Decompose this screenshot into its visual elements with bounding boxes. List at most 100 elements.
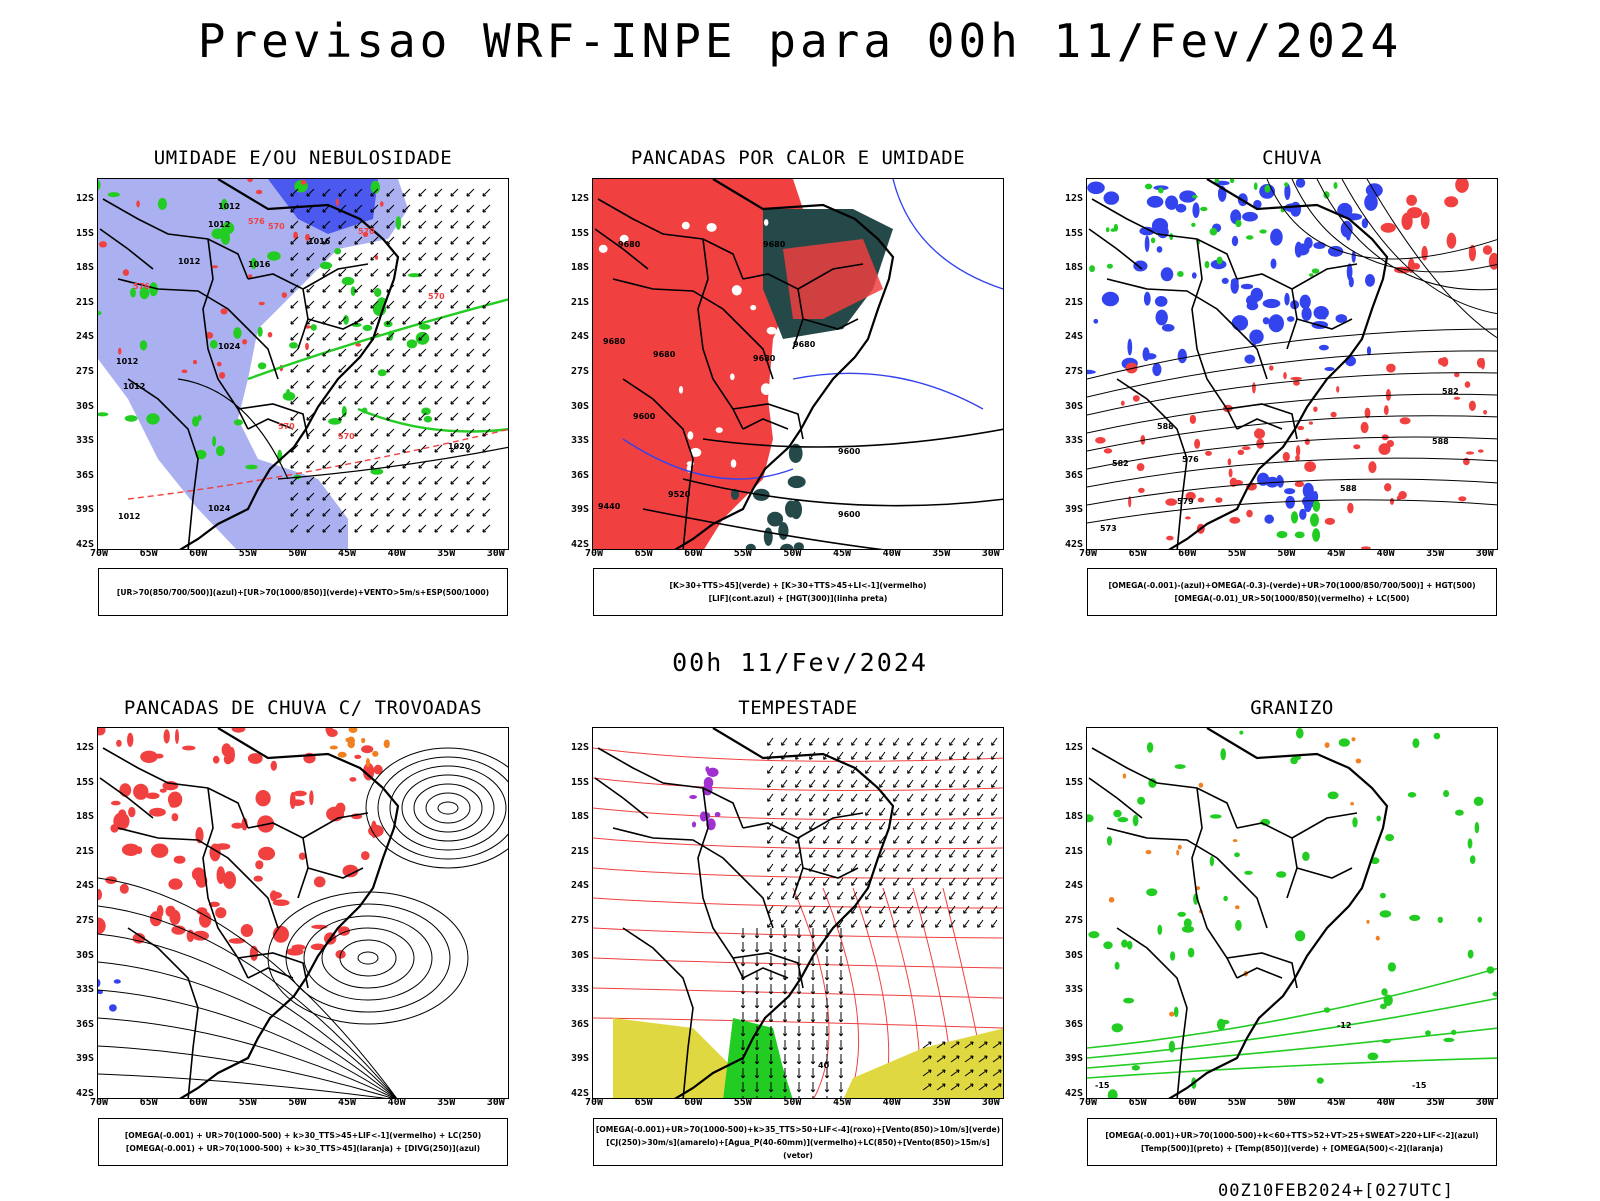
lat-label: 21S: [1064, 296, 1083, 308]
geopotential-contour: [1087, 436, 1497, 470]
lat-label: 39S: [1064, 504, 1083, 516]
legend-chuva: [OMEGA(-0.001)-(azul)+OMEGA(-0.3)-(verde…: [1087, 568, 1497, 616]
streamline-cyclone: [357, 951, 379, 965]
contour-label: 576: [133, 282, 150, 291]
lat-label: 27S: [570, 366, 589, 377]
border-line: [302, 263, 369, 290]
border-line: [597, 747, 744, 829]
lon-label: 40W: [387, 1097, 406, 1108]
legend-line: [OMEGA(-0.001) + UR>70(1000-500) + k>30_…: [124, 1131, 482, 1140]
border-line: [612, 278, 774, 380]
convection-red-area: [98, 728, 384, 961]
map-umidade: 1012 1012 1012 1016 1016 1020 1024 1024 1012 1012…: [97, 178, 509, 550]
streamline-cyclone: [321, 927, 415, 989]
wind-vectors: [290, 188, 491, 533]
lat-label: 15S: [75, 227, 94, 239]
lon-label: 30W: [1475, 548, 1494, 559]
border-line: [1226, 403, 1298, 440]
coastline: [1168, 179, 1389, 549]
lat-label: 27S: [570, 915, 589, 926]
border-line: [1236, 967, 1283, 979]
border-line: [1116, 378, 1188, 549]
lat-label: 21S: [570, 296, 589, 308]
border-line: [237, 952, 309, 989]
legend-granizo: [OMEGA(-0.001)+UR>70(1000-500)+k<60+TTS>…: [1087, 1118, 1497, 1166]
lat-label: 24S: [1064, 331, 1083, 343]
panel-title-umidade: UMIDADE E/OU NEBULOSIDADE: [153, 147, 453, 169]
lat-label: 33S: [1064, 435, 1083, 447]
map-pancadas-trovoadas: [97, 727, 509, 1099]
map-canvas-chuva: 588 582 579 576 573 588 582 588: [1087, 179, 1497, 549]
geopotential-contour: [702, 428, 1003, 448]
geopotential-contour: [1087, 478, 1497, 506]
contour-label: 1016: [308, 237, 331, 246]
precipitable-water-contour: [792, 887, 830, 1098]
panel-title-tempestade: TEMPESTADE: [738, 697, 858, 719]
streamline-anticyclone: [425, 792, 471, 824]
contour-label: 9600: [838, 447, 861, 456]
lon-label: 60W: [1178, 1097, 1197, 1108]
lat-label: 27S: [1064, 915, 1083, 926]
border-line: [1291, 263, 1358, 290]
lat-label: 30S: [570, 400, 589, 412]
geopotential-contour: [1341, 179, 1497, 315]
streamline: [98, 989, 396, 1098]
precipitable-water-contour: [593, 897, 1003, 909]
lat-label: 36S: [75, 1018, 94, 1030]
map-canvas-tempestade: 40: [593, 728, 1003, 1098]
map-canvas-pancadas-trovoadas: [98, 728, 508, 1098]
lat-label: 18S: [75, 262, 94, 274]
lon-label: 35W: [437, 548, 456, 559]
lat-label: 33S: [570, 435, 589, 447]
map-canvas-granizo: -15 -12 -15: [1087, 728, 1497, 1098]
lat-label: 36S: [1064, 1018, 1083, 1030]
map-canvas-pancadas-calor: 9680 9680 9680 9680 9680 9600 9600 9680 9600 9520…: [593, 179, 1003, 549]
streamline-anticyclone: [401, 774, 495, 842]
lon-label: 65W: [634, 548, 653, 559]
lon-label: 50W: [288, 548, 307, 559]
streamline-anticyclone: [377, 756, 508, 860]
geopotential-contour: [1087, 393, 1497, 434]
panel-title-chuva: CHUVA: [1262, 147, 1322, 169]
legend-line: [UR>70(850/700/500)](azul)+[UR>70(1000/8…: [116, 587, 490, 597]
contour-label: 588: [1157, 422, 1174, 431]
contour-label: 9680: [753, 354, 776, 363]
lon-label: 65W: [139, 1097, 158, 1108]
geopotential-contour: [1316, 179, 1497, 291]
contour-label: 9520: [668, 490, 691, 499]
geopotential-contour: [1087, 350, 1497, 398]
contour-label: 573: [1100, 524, 1117, 533]
lat-label: 18S: [570, 811, 589, 823]
contour-label: 9680: [653, 350, 676, 359]
legend-line: [K>30+TTS>45](verde) + [K>30+TTS>45+LI<-…: [669, 581, 927, 590]
legend-line: [OMEGA(-0.001) + UR>70(1000-500) + k>30_…: [125, 1144, 481, 1153]
border-line: [117, 278, 279, 380]
lat-label: 36S: [570, 469, 589, 481]
border-line: [732, 403, 804, 440]
lon-label: 30W: [981, 1097, 1000, 1108]
lat-label: 24S: [75, 880, 94, 892]
geopotential-contour: [1087, 457, 1497, 488]
contour-label: 1016: [248, 260, 271, 269]
wind-vectors-lower: [740, 928, 844, 1098]
lat-label: 42S: [1064, 539, 1083, 550]
coastline: [179, 728, 400, 1098]
precipitable-water-contour: [593, 807, 1003, 821]
contour-label: 570: [428, 292, 445, 301]
omega-green-area: [1089, 179, 1338, 277]
streamline: [98, 961, 397, 1098]
humidity-contour: [247, 298, 508, 381]
convection-orange-area: [329, 728, 390, 768]
wind-vectors-upper: [767, 737, 998, 928]
border-line: [307, 318, 364, 330]
legend-line: [OMEGA(-0.001)-(azul)+OMEGA(-0.3)-(verde…: [1108, 581, 1476, 590]
border-line: [99, 228, 154, 270]
geopotential-contour: [1087, 499, 1497, 524]
border-line: [127, 378, 199, 549]
lon-label: 55W: [1227, 548, 1246, 559]
legend-line: [LIF](cont.azul) + [HGT(300)](linha pret…: [708, 594, 888, 603]
coastline: [179, 179, 400, 549]
border-line: [117, 827, 279, 929]
legend-umidade: [UR>70(850/700/500)](azul)+[UR>70(1000/8…: [98, 568, 508, 616]
contour-label: -15: [1095, 1081, 1110, 1090]
